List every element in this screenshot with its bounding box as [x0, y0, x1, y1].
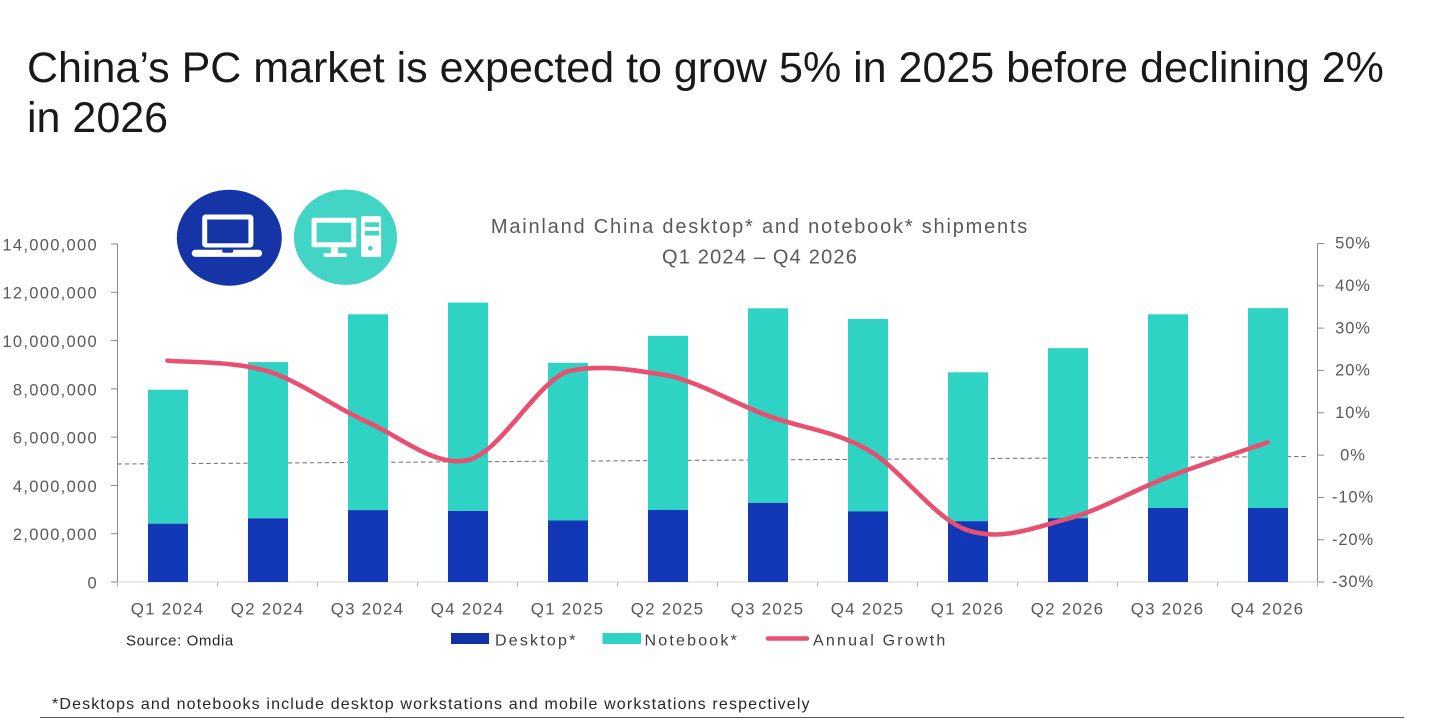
svg-text:Source: Omdia: Source: Omdia — [126, 633, 234, 650]
svg-text:Desktop*: Desktop* — [495, 633, 578, 650]
svg-text:Q4 2024: Q4 2024 — [431, 600, 505, 619]
svg-text:Q1 2026: Q1 2026 — [931, 600, 1005, 619]
svg-text:Notebook*: Notebook* — [645, 633, 740, 650]
svg-text:Q3 2025: Q3 2025 — [731, 600, 805, 619]
svg-text:Q1 2024: Q1 2024 — [131, 600, 205, 619]
svg-text:2,000,000: 2,000,000 — [13, 526, 98, 544]
svg-text:0: 0 — [88, 574, 98, 592]
svg-text:Q4 2026: Q4 2026 — [1231, 600, 1305, 619]
svg-text:30%: 30% — [1335, 319, 1371, 337]
svg-text:Q4 2025: Q4 2025 — [831, 600, 905, 619]
svg-text:10,000,000: 10,000,000 — [2, 333, 98, 351]
svg-text:Q2 2024: Q2 2024 — [231, 600, 305, 619]
svg-text:-20%: -20% — [1332, 531, 1374, 549]
svg-text:Q1 2025: Q1 2025 — [531, 600, 605, 619]
svg-text:4,000,000: 4,000,000 — [13, 478, 98, 496]
svg-text:40%: 40% — [1335, 277, 1371, 295]
svg-text:Annual Growth: Annual Growth — [813, 633, 947, 650]
svg-text:Q3 2026: Q3 2026 — [1131, 600, 1205, 619]
svg-text:Q2 2026: Q2 2026 — [1031, 600, 1105, 619]
svg-text:50%: 50% — [1335, 235, 1371, 253]
svg-text:0%: 0% — [1340, 446, 1366, 464]
svg-text:-30%: -30% — [1332, 573, 1374, 591]
svg-text:8,000,000: 8,000,000 — [13, 381, 98, 399]
svg-text:Q3 2024: Q3 2024 — [331, 600, 405, 619]
svg-text:Mainland China desktop* and no: Mainland China desktop* and notebook* sh… — [491, 216, 1029, 238]
svg-text:Q1 2024 – Q4 2026: Q1 2024 – Q4 2026 — [662, 247, 858, 269]
svg-text:20%: 20% — [1335, 362, 1371, 380]
svg-text:-10%: -10% — [1332, 489, 1374, 507]
svg-text:12,000,000: 12,000,000 — [2, 285, 98, 303]
svg-text:6,000,000: 6,000,000 — [13, 430, 98, 448]
svg-text:14,000,000: 14,000,000 — [2, 236, 98, 254]
svg-text:10%: 10% — [1335, 404, 1371, 422]
svg-text:Q2 2025: Q2 2025 — [631, 600, 705, 619]
